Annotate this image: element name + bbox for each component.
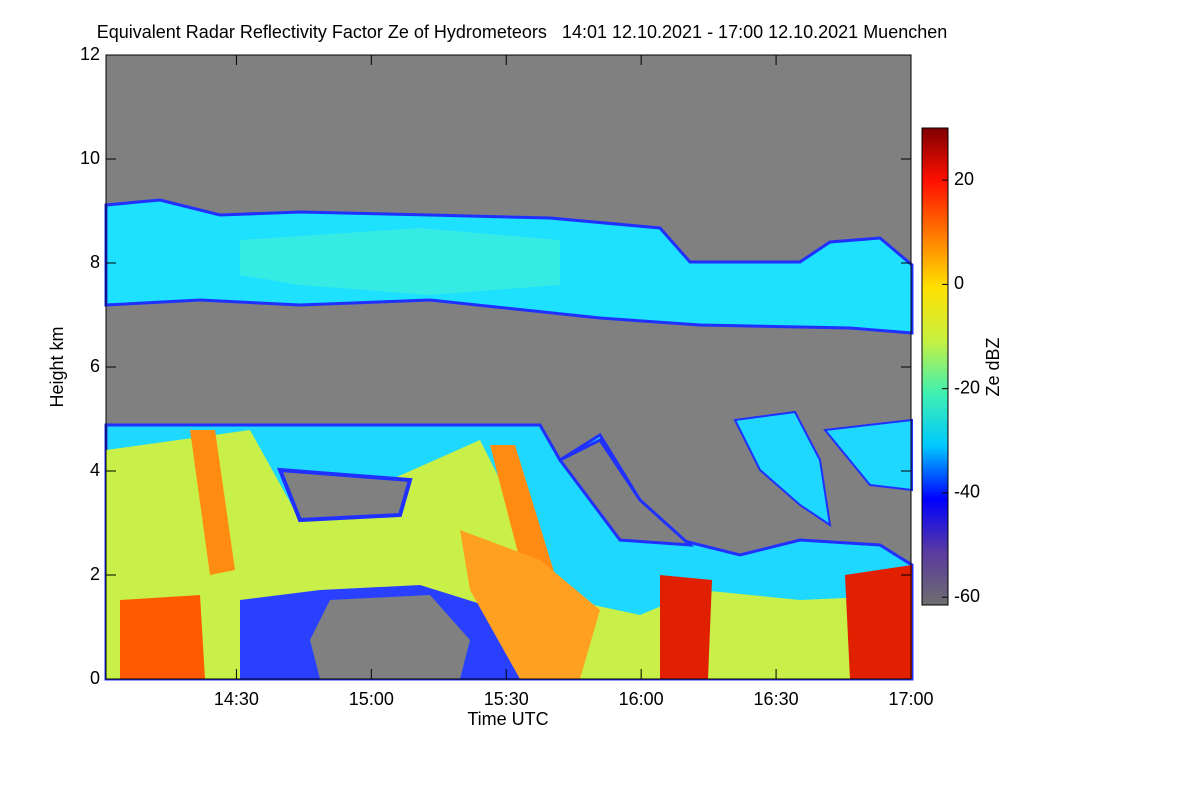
colorbar — [921, 127, 949, 606]
echo-region — [190, 430, 235, 575]
echo-region — [823, 418, 913, 492]
y-axis-label: Height km — [47, 326, 67, 407]
y-tick-label: 2 — [90, 564, 100, 584]
echo-region — [845, 565, 912, 679]
x-tick-label: 17:00 — [888, 689, 933, 709]
colorbar-tick-label: -20 — [954, 377, 980, 397]
echo-field — [104, 198, 914, 681]
echo-region — [660, 575, 712, 679]
x-axis-label: Time UTC — [467, 709, 548, 729]
colorbar-tick-label: 0 — [954, 273, 964, 293]
echo-region — [120, 595, 205, 679]
chart-title: Equivalent Radar Reflectivity Factor Ze … — [97, 22, 948, 42]
y-tick-label: 8 — [90, 252, 100, 272]
y-tick-label: 12 — [80, 44, 100, 64]
colorbar-tick-label: -60 — [954, 586, 980, 606]
echo-region — [733, 410, 832, 528]
x-tick-label: 16:30 — [754, 689, 799, 709]
echo-region — [490, 445, 555, 580]
colorbar-tick-label: 20 — [954, 169, 974, 189]
y-tick-label: 4 — [90, 460, 100, 480]
x-tick-label: 16:00 — [619, 689, 664, 709]
echo-region — [460, 530, 600, 679]
x-tick-label: 15:00 — [349, 689, 394, 709]
echo-region — [276, 467, 413, 523]
y-tick-label: 10 — [80, 148, 100, 168]
y-tick-label: 6 — [90, 356, 100, 376]
echo-region — [310, 595, 470, 679]
echo-region — [240, 228, 560, 295]
colorbar-label: Ze dBZ — [983, 337, 1003, 396]
y-tick-label: 0 — [90, 668, 100, 688]
colorbar-tick-label: -40 — [954, 482, 980, 502]
x-tick-label: 15:30 — [484, 689, 529, 709]
x-tick-label: 14:30 — [214, 689, 259, 709]
echo-region — [557, 438, 695, 547]
